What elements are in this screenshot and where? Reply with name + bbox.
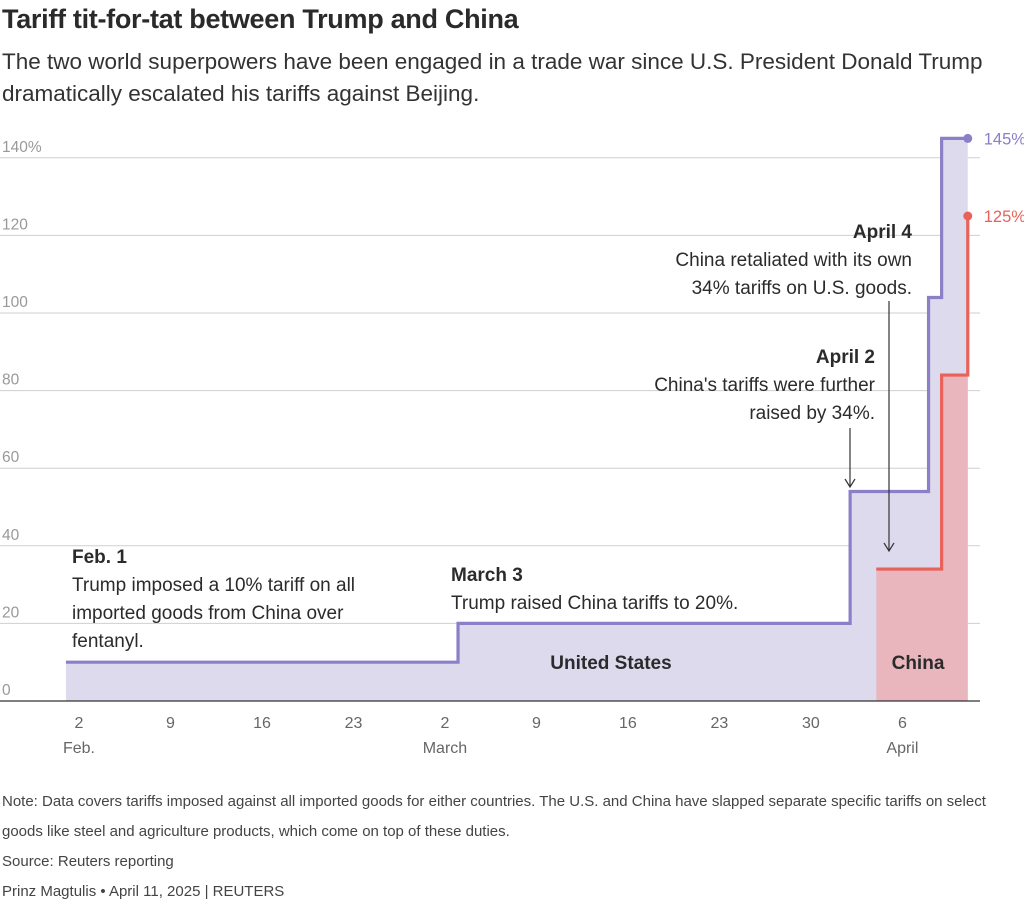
- annotation-text: China's tariffs were further: [654, 375, 875, 396]
- annotation-text: fentanyl.: [72, 631, 144, 652]
- x-tick-label: 16: [619, 715, 637, 732]
- annotation-text: Trump imposed a 10% tariff on all: [72, 575, 355, 596]
- us-end-label: 145%: [984, 130, 1024, 148]
- chart-byline: Prinz Magtulis • April 11, 2025 | REUTER…: [2, 883, 285, 900]
- annotation-text: China retaliated with its own: [675, 250, 912, 271]
- y-tick-label: 80: [2, 372, 20, 389]
- x-tick-label: 2: [441, 715, 450, 732]
- annotation-heading: April 4: [853, 222, 913, 243]
- x-month-label: April: [886, 740, 918, 757]
- x-tick-label: 23: [711, 715, 729, 732]
- x-tick-label: 9: [166, 715, 175, 732]
- tariff-step-chart: 0 20 40 60 80 100 120 140% 145% 125% United States…: [0, 130, 1024, 757]
- chart-title: Tariff tit-for-tat between Trump and Chi…: [2, 4, 519, 34]
- chart-note: Note: Data covers tariffs imposed agains…: [2, 793, 986, 840]
- annotation-heading: Feb. 1: [72, 547, 127, 568]
- x-tick-label: 23: [345, 715, 363, 732]
- annotation-heading: March 3: [451, 565, 523, 586]
- y-tick-label: 20: [2, 604, 20, 621]
- y-tick-label: 60: [2, 449, 20, 466]
- annotation-heading: April 2: [816, 347, 875, 368]
- x-month-label: March: [423, 740, 467, 757]
- x-tick-label: 2: [75, 715, 84, 732]
- china-line: [876, 216, 970, 571]
- x-tick-label: 30: [802, 715, 820, 732]
- x-tick-label: 6: [898, 715, 907, 732]
- us-end-dot: [963, 133, 973, 143]
- annotation-text: Trump raised China tariffs to 20%.: [451, 593, 738, 614]
- y-tick-label: 140%: [2, 139, 42, 156]
- chart-source: Source: Reuters reporting: [2, 853, 174, 870]
- x-month-label: Feb.: [63, 740, 95, 757]
- annotation-arrow-april-4-head: [883, 542, 895, 553]
- china-end-label: 125%: [984, 208, 1024, 226]
- y-tick-label: 40: [2, 527, 20, 544]
- annotation-text: raised by 34%.: [749, 403, 875, 424]
- x-tick-label: 16: [253, 715, 271, 732]
- chart-subtitle: The two world superpowers have been enga…: [2, 49, 983, 106]
- annotation-text: imported goods from China over: [72, 603, 344, 624]
- china-area: [876, 216, 968, 701]
- y-tick-label: 0: [2, 682, 11, 699]
- annotation-text: 34% tariffs on U.S. goods.: [692, 278, 912, 299]
- series-label-china: China: [892, 653, 945, 674]
- y-tick-label: 120: [2, 216, 28, 233]
- x-tick-label: 9: [532, 715, 541, 732]
- annotation-arrow-april-2-head: [844, 478, 856, 489]
- series-label-united-states: United States: [550, 653, 671, 674]
- china-end-dot: [963, 211, 973, 221]
- y-tick-label: 100: [2, 294, 28, 311]
